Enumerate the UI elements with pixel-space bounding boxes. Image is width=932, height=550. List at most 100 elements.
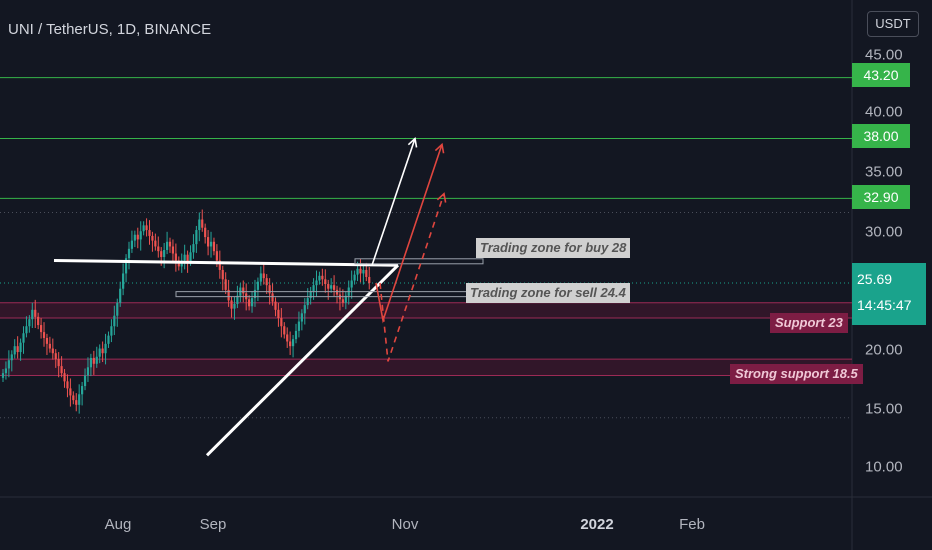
candle-body: [124, 258, 128, 274]
candle-body: [95, 356, 98, 364]
candle-body: [268, 285, 271, 294]
candle-body: [10, 354, 13, 361]
candle-body: [262, 273, 265, 279]
candle-body: [171, 246, 175, 254]
candle-body: [136, 234, 139, 240]
y-tick-label: 10.00: [865, 458, 903, 476]
candle-body: [330, 285, 333, 289]
candle-body: [195, 230, 198, 245]
support-zone-1: [0, 359, 852, 376]
candle-body: [259, 273, 262, 282]
candle-body: [201, 219, 204, 228]
candle-body: [189, 252, 192, 262]
candle-body: [274, 301, 277, 310]
sell-zone-label: Trading zone for sell 24.4: [466, 283, 630, 303]
x-tick-label: 2022: [580, 516, 614, 533]
candle-body: [306, 298, 309, 306]
candle-body: [297, 321, 301, 331]
strong-support-label: Strong support 18.5: [730, 364, 863, 384]
candle-body: [119, 288, 122, 303]
candle-body: [321, 275, 324, 280]
candle-body: [4, 368, 8, 374]
candle-body: [303, 305, 306, 314]
candle-body: [233, 303, 236, 309]
candle-body: [359, 268, 362, 274]
candle-body: [133, 234, 136, 241]
candle-body: [116, 302, 119, 316]
y-tick-label: 35.00: [865, 163, 903, 181]
candle-body: [37, 316, 40, 326]
candle-body: [271, 293, 274, 302]
candle-body: [160, 251, 163, 258]
candle-body: [51, 348, 54, 354]
bar-countdown: 14:45:47: [857, 297, 912, 313]
candle-body: [31, 309, 34, 320]
candle-body: [291, 339, 295, 347]
level-badge-32-90: 32.90: [852, 185, 910, 209]
level-badge-43-20: 43.20: [852, 63, 910, 87]
projection-white-line: [371, 138, 416, 266]
candle-body: [253, 289, 257, 299]
candle-body: [1, 373, 5, 378]
candle-body: [324, 279, 327, 285]
candle-body: [19, 342, 22, 353]
candle-body: [60, 366, 63, 374]
candle-body: [148, 230, 151, 236]
candle-body: [353, 274, 356, 281]
candle-body: [34, 309, 37, 317]
candle-body: [7, 360, 10, 369]
candle-body: [89, 357, 92, 368]
candle-body: [13, 346, 16, 355]
candle-body: [365, 269, 368, 277]
candle-body: [209, 241, 213, 247]
projection-white-arrowhead: [407, 136, 418, 148]
candle-body: [83, 375, 87, 387]
last-price-badge: 25.69 14:45:47: [852, 263, 926, 325]
candle-body: [28, 319, 31, 327]
candle-body: [221, 269, 224, 280]
candle-body: [283, 326, 286, 335]
candle-body: [174, 253, 177, 261]
candle-body: [75, 400, 78, 405]
candle-body: [327, 284, 330, 289]
buy-zone-label: Trading zone for buy 28: [476, 238, 631, 258]
candle-body: [92, 357, 95, 364]
candle-body: [122, 273, 125, 289]
candle-body: [207, 237, 210, 247]
projection-red-dashed-line: [379, 193, 445, 362]
candle-body: [356, 268, 359, 275]
x-tick-label: Sep: [199, 516, 227, 533]
candle-body: [57, 359, 60, 367]
candle-body: [16, 346, 19, 353]
candle-body: [256, 281, 260, 290]
x-tick-label: Aug: [104, 516, 132, 533]
candle-body: [335, 289, 339, 295]
projection-red-arrowhead: [434, 142, 445, 154]
candle-body: [362, 269, 365, 274]
candle-body: [312, 285, 315, 292]
candle-body: [248, 299, 251, 307]
candle-body: [139, 231, 142, 240]
y-tick-label: 30.00: [865, 223, 903, 241]
candle-body: [66, 381, 69, 389]
candle-body: [309, 291, 312, 299]
y-tick-label: 40.00: [865, 103, 903, 121]
candle-body: [165, 241, 169, 250]
candle-body: [332, 285, 336, 290]
candle-body: [277, 309, 280, 319]
projection-red-line: [375, 144, 443, 324]
currency-selector[interactable]: USDT: [867, 11, 919, 37]
candle-body: [265, 278, 268, 286]
candle-body: [224, 279, 227, 290]
candle-body: [86, 367, 90, 376]
candle-body: [212, 241, 216, 252]
candle-body: [101, 348, 104, 354]
candle-body: [157, 246, 160, 252]
candle-body: [81, 386, 84, 395]
candle-body: [72, 395, 75, 401]
candle-body: [215, 251, 218, 261]
projection-red-dashed-arrowhead: [436, 192, 447, 203]
candle-body: [227, 289, 230, 301]
x-tick-label: Nov: [391, 516, 419, 533]
